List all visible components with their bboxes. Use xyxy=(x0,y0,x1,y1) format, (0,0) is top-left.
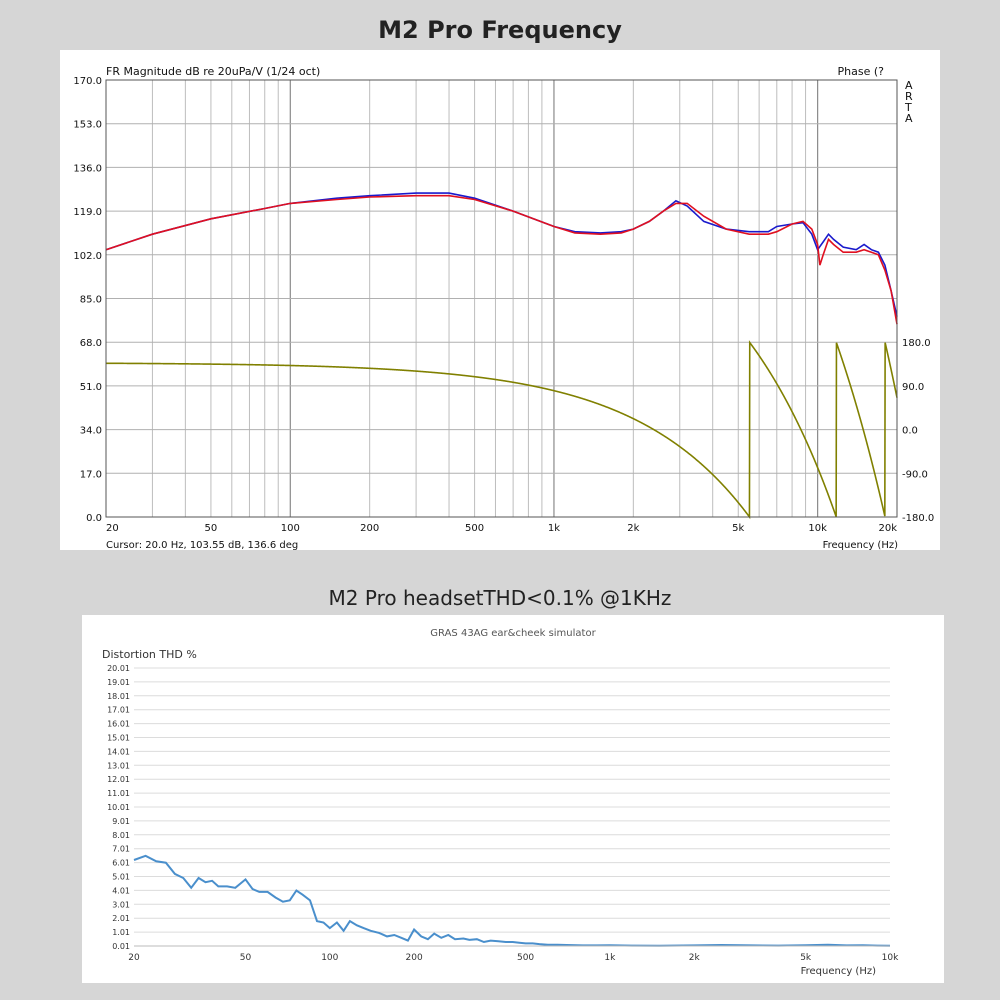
fr-y-tick-label: 102.0 xyxy=(73,251,102,262)
thd-y-tick-label: 0.01 xyxy=(112,942,130,951)
thd-x-tick-label: 2k xyxy=(689,953,701,963)
fr-axes: 0.0 17.0 34.0 51.0 68.0 85.0 102.0 119.0 136.0 15… xyxy=(73,76,934,534)
side-label-2: T xyxy=(904,101,912,114)
thd-y-tick-label: 10.01 xyxy=(107,803,130,812)
thd-chart-subtitle: GRAS 43AG ear&cheek simulator xyxy=(430,628,596,639)
thd-y-tick-label: 11.01 xyxy=(107,789,130,798)
thd-y-tick-label: 2.01 xyxy=(112,914,130,923)
fr-phase-series xyxy=(106,340,898,520)
thd-x-tick-label: 100 xyxy=(321,953,338,963)
thd-y-tick-label: 19.01 xyxy=(107,678,130,687)
thd-y-tick-label: 20.01 xyxy=(107,664,130,673)
fr-x-tick-label: 50 xyxy=(205,523,218,534)
thd-y-tick-label: 12.01 xyxy=(107,775,130,784)
fr-x-axis-label: Frequency (Hz) xyxy=(823,540,899,550)
thd-y-tick-label: 3.01 xyxy=(112,900,130,909)
fr-grid xyxy=(106,79,897,518)
fr-phase-title: Phase (? xyxy=(838,65,885,78)
thd-y-tick-label: 7.01 xyxy=(112,845,130,854)
thd-axes: 0.01 1.01 2.01 3.01 4.01 5.01 6.01 7.01 8.01 9.01… xyxy=(107,664,899,963)
thd-line xyxy=(133,854,891,947)
fr-x-tick-label: 5k xyxy=(732,523,744,534)
fr-magnitude-series xyxy=(105,192,898,325)
thd-x-tick-label: 20 xyxy=(128,953,140,963)
thd-y-tick-label: 1.01 xyxy=(112,928,130,937)
side-label-3: A xyxy=(905,112,913,125)
thd-panel: 0.01 1.01 2.01 3.01 4.01 5.01 6.01 7.01 8.01 9.01… xyxy=(82,615,944,983)
thd-y-tick-label: 5.01 xyxy=(112,873,130,882)
thd-y-tick-label: 9.01 xyxy=(112,817,130,826)
fr-phase-tick-label: -90.0 xyxy=(902,469,928,480)
fr-y-tick-label: 68.0 xyxy=(80,338,102,349)
fr-x-tick-label: 10k xyxy=(808,523,827,534)
thd-x-tick-label: 50 xyxy=(240,953,252,963)
thd-x-axis-label: Frequency (Hz) xyxy=(801,966,877,977)
thd-y-tick-label: 6.01 xyxy=(112,859,130,868)
side-label-1: R xyxy=(905,90,913,103)
fr-plot-frame xyxy=(105,79,898,518)
fr-right-line xyxy=(105,194,898,325)
fr-x-tick-label: 100 xyxy=(281,523,300,534)
thd-x-tick-label: 200 xyxy=(406,953,423,963)
frequency-response-panel: 0.0 17.0 34.0 51.0 68.0 85.0 102.0 119.0 136.0 15… xyxy=(60,50,940,550)
thd-y-tick-label: 15.01 xyxy=(107,734,130,743)
thd-y-tick-label: 8.01 xyxy=(112,831,130,840)
thd-chart-title: M2 Pro headsetTHD<0.1% @1KHz xyxy=(328,586,672,610)
thd-y-tick-label: 17.01 xyxy=(107,706,130,715)
thd-y-axis-label: Distortion THD % xyxy=(102,648,197,661)
thd-y-tick-label: 14.01 xyxy=(107,747,130,756)
thd-grid xyxy=(134,667,890,947)
thd-series xyxy=(133,854,891,947)
thd-y-tick-label: 18.01 xyxy=(107,692,130,701)
fr-y-tick-label: 0.0 xyxy=(86,513,102,524)
fr-y-tick-label: 136.0 xyxy=(73,163,102,174)
fr-phase-tick-label: 0.0 xyxy=(902,426,918,437)
fr-x-tick-label: 20 xyxy=(106,523,119,534)
fr-phase-tick-label: 180.0 xyxy=(902,338,931,349)
fr-phase-line xyxy=(106,340,898,520)
fr-phase-tick-label: -180.0 xyxy=(902,513,934,524)
fr-x-tick-label: 500 xyxy=(465,523,484,534)
side-label-0: A xyxy=(905,79,913,92)
thd-y-tick-label: 13.01 xyxy=(107,761,130,770)
fr-y-tick-label: 51.0 xyxy=(80,382,102,393)
thd-y-tick-label: 16.01 xyxy=(107,720,130,729)
fr-x-tick-label: 200 xyxy=(360,523,379,534)
fr-x-tick-label: 1k xyxy=(548,523,560,534)
fr-y-tick-label: 153.0 xyxy=(73,120,102,131)
fr-y-tick-label: 85.0 xyxy=(80,295,102,306)
fr-x-tick-label: 2k xyxy=(627,523,639,534)
fr-y-tick-label: 34.0 xyxy=(80,426,102,437)
fr-chart-title: FR Magnitude dB re 20uPa/V (1/24 oct) xyxy=(106,65,320,78)
fr-y-tick-label: 17.0 xyxy=(80,469,102,480)
fr-phase-tick-label: 90.0 xyxy=(902,382,924,393)
thd-x-tick-label: 1k xyxy=(604,953,616,963)
thd-y-tick-label: 4.01 xyxy=(112,886,130,895)
frequency-chart-title: M2 Pro Frequency xyxy=(378,16,622,44)
fr-y-tick-label: 170.0 xyxy=(73,76,102,87)
thd-x-tick-label: 10k xyxy=(882,953,899,963)
thd-chart: 0.01 1.01 2.01 3.01 4.01 5.01 6.01 7.01 8.01 9.01… xyxy=(102,628,899,977)
fr-y-tick-label: 119.0 xyxy=(73,207,102,218)
frequency-response-chart: 0.0 17.0 34.0 51.0 68.0 85.0 102.0 119.0 136.0 15… xyxy=(73,65,934,550)
thd-x-tick-label: 500 xyxy=(517,953,534,963)
fr-cursor-readout: Cursor: 20.0 Hz, 103.55 dB, 136.6 deg xyxy=(106,540,298,550)
thd-x-tick-label: 5k xyxy=(800,953,812,963)
fr-left-line xyxy=(105,192,898,317)
fr-x-tick-label: 20k xyxy=(878,523,897,534)
